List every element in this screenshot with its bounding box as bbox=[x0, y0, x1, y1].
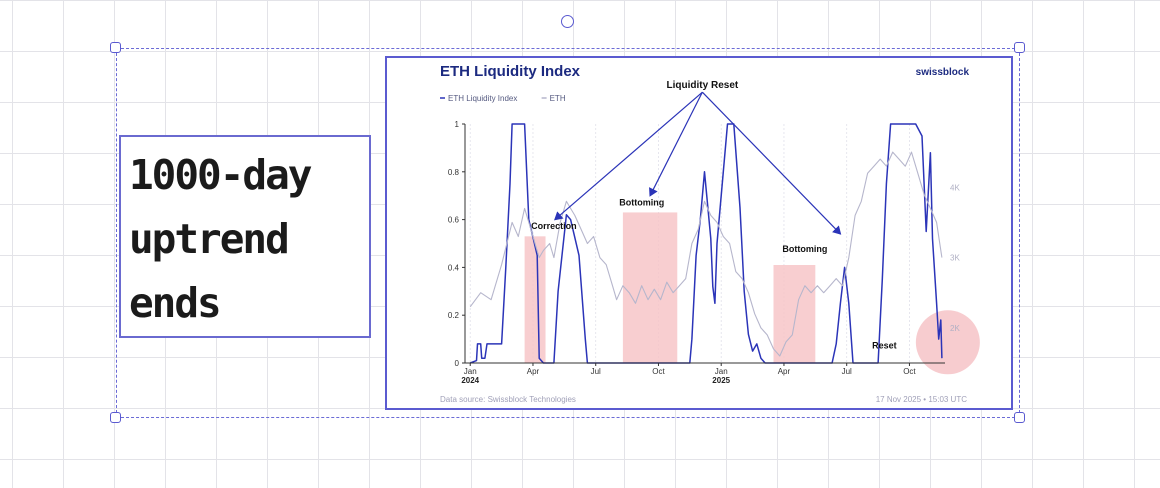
x-tick-year-label: 2025 bbox=[712, 376, 730, 385]
annotation-arrow bbox=[649, 91, 703, 197]
chart-card[interactable]: ETH Liquidity Index swissblock ETH Liqui… bbox=[385, 56, 1013, 410]
annotation-label: Reset bbox=[872, 341, 897, 351]
resize-handle-top-right[interactable] bbox=[1014, 42, 1025, 53]
footer-source: Data source: Swissblock Technologies bbox=[440, 395, 576, 404]
x-tick-label: Oct bbox=[652, 367, 665, 376]
chart-title: ETH Liquidity Index bbox=[440, 63, 581, 80]
x-tick-label: Oct bbox=[903, 367, 916, 376]
y-tick-label-left: 1 bbox=[455, 120, 460, 129]
footer-timestamp: 17 Nov 2025 • 15:03 UTC bbox=[876, 395, 968, 404]
annotation-label: Bottoming bbox=[619, 197, 664, 207]
selection-frame[interactable] bbox=[116, 48, 1020, 418]
annotation-label: Liquidity Reset bbox=[667, 80, 739, 91]
x-tick-label: Apr bbox=[527, 367, 540, 376]
y-tick-label-right: 3K bbox=[950, 254, 960, 263]
rotate-handle[interactable] bbox=[561, 15, 574, 28]
highlight-region bbox=[524, 236, 546, 363]
y-tick-label-right: 4K bbox=[950, 183, 960, 192]
highlight-region bbox=[773, 265, 816, 363]
resize-handle-bottom-right[interactable] bbox=[1014, 412, 1025, 423]
brand-label: swissblock bbox=[916, 67, 970, 78]
highlight-region bbox=[622, 212, 678, 363]
x-tick-year-label: 2024 bbox=[461, 376, 479, 385]
legend-label: ETH Liquidity Index bbox=[448, 94, 517, 103]
x-tick-label: Apr bbox=[778, 367, 791, 376]
legend: ETH Liquidity Index ETH bbox=[440, 94, 566, 103]
annotations: Liquidity Reset Correction Bottoming Bottom… bbox=[531, 80, 896, 351]
resize-handle-top-left[interactable] bbox=[110, 42, 121, 53]
x-tick-label: Jan bbox=[464, 367, 477, 376]
annotation-label: Bottoming bbox=[782, 244, 827, 254]
y-tick-label-right: 2K bbox=[950, 324, 960, 333]
note-text: 1000-day uptrend ends bbox=[129, 151, 312, 327]
y-tick-label-left: 0.2 bbox=[448, 311, 460, 320]
y-tick-label-left: 0.6 bbox=[448, 216, 460, 225]
sticky-note[interactable]: 1000-day uptrend ends bbox=[119, 135, 371, 338]
highlight-regions bbox=[524, 212, 980, 375]
x-tick-label: Jul bbox=[842, 367, 852, 376]
annotation-arrow bbox=[701, 91, 842, 235]
x-tick-label: Jul bbox=[591, 367, 601, 376]
legend-label: ETH bbox=[550, 94, 566, 103]
series-line-index bbox=[469, 123, 943, 364]
annotation-label: Correction bbox=[531, 221, 577, 231]
y-tick-label-left: 0 bbox=[455, 359, 460, 368]
y-tick-label-left: 0.8 bbox=[448, 168, 460, 177]
resize-handle-bottom-left[interactable] bbox=[110, 412, 121, 423]
annotation-arrow bbox=[554, 91, 703, 221]
y-tick-label-left: 0.4 bbox=[448, 263, 460, 272]
x-tick-label: Jan bbox=[715, 367, 728, 376]
chart-svg: ETH Liquidity Index swissblock ETH Liqui… bbox=[440, 63, 980, 404]
reset-marker bbox=[915, 310, 980, 375]
